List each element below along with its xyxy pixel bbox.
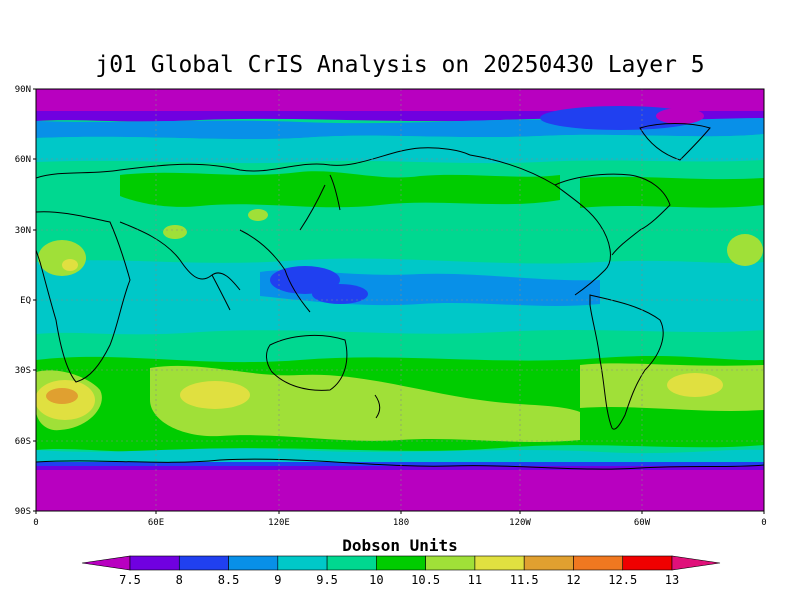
colorbar-tick-label: 12.5 [608, 573, 637, 587]
lat-label-30s: 30S [15, 366, 31, 376]
colorbar-swatch [178, 555, 229, 571]
lon-label-0: 0 [33, 518, 38, 528]
colorbar-tick-label: 12 [566, 573, 580, 587]
colorbar-tick-label: 8 [176, 573, 183, 587]
lon-label-60e: 60E [148, 518, 164, 528]
lon-label-0-east: 0 [761, 518, 766, 528]
graticule [36, 89, 764, 511]
colorbar-tick-label: 11.5 [510, 573, 539, 587]
colorbar-tick-label: 10 [369, 573, 383, 587]
colorbar-tick-label: 11 [468, 573, 482, 587]
colorbar-swatch [425, 555, 476, 571]
axis-ticks [33, 88, 765, 514]
colorbar-tick-label: 13 [665, 573, 679, 587]
lon-label-180: 180 [393, 518, 409, 528]
colorbar: 7.5 8 8.5 9 9.5 10 10.5 11 11.5 12 12.5 13 [81, 555, 721, 587]
colorbar-tick-label: 7.5 [119, 573, 141, 587]
colorbar-tick-label: 9 [274, 573, 281, 587]
colorbar-swatch [376, 555, 426, 571]
lat-label-eq: EQ [20, 296, 31, 306]
ozone-field [36, 89, 764, 511]
colorbar-swatch [523, 555, 574, 571]
colorbar-tick-label: 9.5 [316, 573, 338, 587]
lon-label-60w: 60W [634, 518, 651, 528]
colorbar-label: Dobson Units [342, 536, 458, 555]
lat-label-60s: 60S [15, 437, 31, 447]
coastlines [36, 123, 764, 470]
map-title: j01 Global CrIS Analysis on 20250430 Lay… [95, 52, 705, 78]
lat-label-90n: 90N [15, 85, 31, 95]
lat-label-60n: 60N [15, 155, 31, 165]
colorbar-swatch [573, 555, 624, 571]
lat-label-90s: 90S [15, 507, 31, 517]
lon-label-120w: 120W [509, 518, 531, 528]
lon-label-120e: 120E [268, 518, 290, 528]
colorbar-swatch-max [671, 555, 721, 571]
colorbar-tick-label: 8.5 [218, 573, 240, 587]
colorbar-swatch [622, 555, 673, 571]
colorbar-swatch [277, 555, 328, 571]
colorbar-swatch-min [81, 555, 131, 571]
colorbar-swatch [474, 555, 525, 571]
lat-label-30n: 30N [15, 226, 31, 236]
colorbar-tick-label: 10.5 [411, 573, 440, 587]
colorbar-swatch [326, 555, 377, 571]
colorbar-swatch [129, 555, 180, 571]
colorbar-swatch [228, 555, 279, 571]
